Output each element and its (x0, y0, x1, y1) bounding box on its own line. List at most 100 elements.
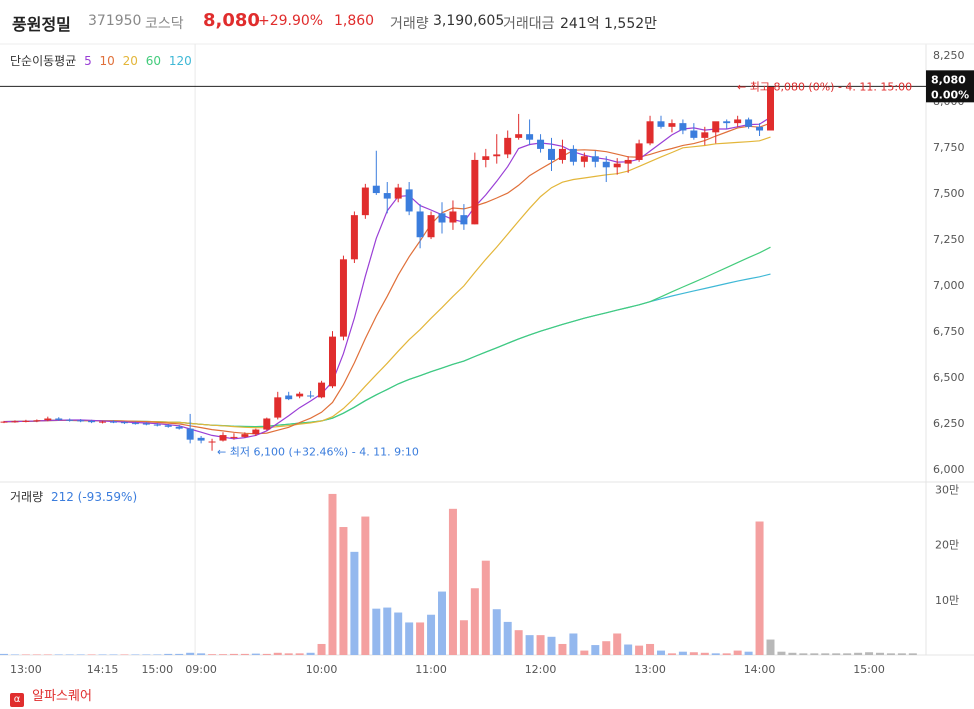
volume-bar (547, 636, 556, 655)
candle-body (197, 437, 205, 441)
ma10-legend[interactable]: 10 (99, 54, 115, 68)
candle-body (460, 215, 468, 225)
candle-body (657, 121, 665, 127)
volume-bar (405, 622, 414, 655)
ma-legend[interactable]: 단순이동평균 5 10 20 60 120 (10, 52, 196, 69)
volume-bar (821, 653, 830, 655)
volume-bar (503, 621, 512, 655)
volume-bar (689, 652, 698, 655)
high-annotation: ← 최고 8,080 (0%) - 4. 11. 15:00 (737, 80, 912, 93)
volume-bar (32, 654, 41, 655)
volume-bar (722, 653, 731, 655)
volume-bar (897, 653, 906, 655)
price-tick-label: 7,500 (933, 187, 965, 200)
volume-bar (635, 645, 644, 655)
candle-body (186, 428, 194, 440)
volume-bar (492, 609, 501, 655)
volume-bar (646, 643, 655, 655)
ma5-legend[interactable]: 5 (84, 54, 92, 68)
price-tag: 8,080 (931, 73, 966, 86)
time-tick-label: 09:00 (185, 663, 217, 676)
candle-body (230, 436, 238, 438)
candle-body (438, 213, 446, 223)
volume-bar (854, 652, 863, 655)
volume-bar (197, 653, 206, 655)
candle-body (668, 123, 676, 127)
candle-body (350, 215, 358, 260)
volume-bar (394, 612, 403, 655)
volume-bar (470, 588, 479, 655)
volume-bar (372, 608, 381, 655)
volume-bar (843, 653, 852, 655)
candle-body (0, 421, 8, 423)
candle-body (394, 187, 402, 199)
volume-bar (219, 654, 227, 655)
volume-bar (350, 551, 359, 655)
volume-bar (613, 633, 622, 655)
brand-footer[interactable]: α 알파스퀘어 (10, 685, 92, 707)
volume-bar (514, 630, 523, 655)
candle-body (635, 143, 643, 160)
time-tick-label: 14:15 (87, 663, 119, 676)
volume-label: 거래량 (390, 16, 429, 32)
volume-bar (865, 652, 874, 655)
ma20-legend[interactable]: 20 (122, 54, 138, 68)
volume-bar (700, 652, 709, 655)
volume-bar (832, 653, 841, 655)
volume-bar (175, 653, 184, 655)
time-tick-label: 15:00 (141, 663, 173, 676)
candle-body (55, 418, 63, 420)
candle-body (120, 422, 128, 424)
candle-body (372, 185, 380, 194)
candle-body (22, 420, 30, 422)
price-tag-bg (926, 70, 974, 103)
volume-bar (186, 652, 195, 655)
volume-bar (459, 620, 468, 655)
candle-body (504, 137, 512, 155)
volume-bar (580, 650, 589, 655)
volume-bar (525, 635, 534, 655)
price-tick-label: 7,750 (933, 141, 965, 154)
candle-body (537, 139, 545, 149)
ma60-line (3, 246, 771, 428)
candle-body (558, 148, 566, 160)
candle-body (701, 132, 709, 138)
volume-legend: 거래량 212 (-93.59%) (10, 488, 137, 505)
volume-bar (164, 653, 173, 655)
volume-bar (427, 614, 436, 655)
change-percent: +29.90% (258, 13, 324, 29)
volume-bar (744, 651, 753, 655)
volume-bar (876, 652, 884, 655)
volume-bar (240, 653, 249, 655)
ma120-legend[interactable]: 120 (168, 54, 192, 68)
price-tag-percent: 0.00% (931, 88, 969, 101)
candle-body (515, 134, 523, 138)
candle-body (569, 148, 577, 162)
volume-bar (733, 650, 742, 655)
candle-body (241, 434, 249, 437)
candle-body (219, 435, 227, 441)
volume-bar (43, 654, 52, 655)
candle-body (416, 211, 424, 238)
candle-body (88, 420, 96, 423)
candle-body (329, 336, 336, 387)
ma60-legend[interactable]: 60 (145, 54, 162, 68)
stock-name[interactable]: 풍원정밀 (12, 15, 71, 34)
trading-value-label: 거래대금 (503, 16, 555, 32)
volume-bar (262, 653, 271, 655)
candle-body (99, 421, 107, 423)
candle-body (274, 397, 282, 418)
candle-body (263, 418, 271, 430)
volume-bar (799, 653, 808, 655)
stock-code: 371950 (88, 13, 142, 29)
volume-bar (284, 653, 293, 655)
candle-body (175, 426, 183, 429)
candle-body (307, 395, 315, 397)
candle-body (361, 187, 369, 216)
volume-legend-label: 거래량 (10, 490, 44, 504)
volume-bar (361, 516, 370, 655)
volume-value: 3,190,605 (433, 13, 505, 29)
time-tick-label: 13:00 (10, 663, 42, 676)
volume-tick-label: 20만 (935, 539, 959, 552)
